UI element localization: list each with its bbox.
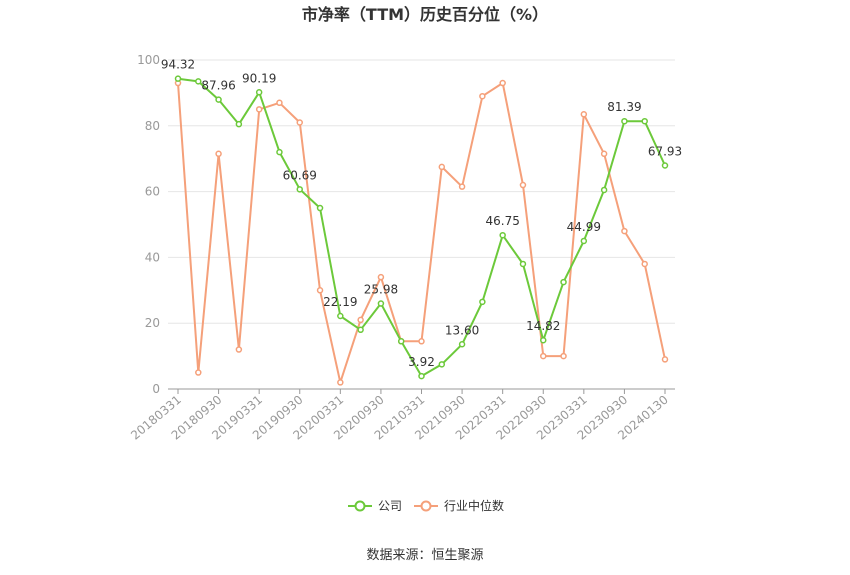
data-point[interactable] <box>255 89 263 96</box>
legend-marker <box>354 500 366 512</box>
data-point[interactable] <box>580 111 588 118</box>
data-point[interactable] <box>276 99 283 107</box>
legend-item-1[interactable]: 行业中位数 <box>414 498 504 513</box>
data-point[interactable] <box>580 237 588 245</box>
y-tick-label: 20 <box>145 316 160 330</box>
data-label: 3.92 <box>408 355 435 369</box>
series-layer <box>174 75 669 386</box>
data-point[interactable] <box>499 231 506 239</box>
data-labels: 94.32 87.96 90.19 60.69 22.19 25.98 3.92 13.60 4… <box>161 58 682 369</box>
y-tick-label: 40 <box>145 250 160 264</box>
data-point[interactable] <box>215 96 222 103</box>
data-point[interactable] <box>174 75 182 82</box>
legend-marker <box>420 500 432 512</box>
data-point[interactable] <box>337 379 344 386</box>
data-source: 数据来源：恒生聚源 <box>366 548 483 563</box>
legend-label: 公司 <box>378 499 402 513</box>
data-label: 13.60 <box>445 323 479 337</box>
data-point[interactable] <box>560 352 567 360</box>
data-point[interactable] <box>519 181 527 189</box>
data-point[interactable] <box>438 163 446 171</box>
data-point[interactable] <box>479 92 486 100</box>
data-point[interactable] <box>499 79 506 87</box>
y-tick-label: 60 <box>145 185 160 199</box>
data-point[interactable] <box>479 298 486 306</box>
data-point[interactable] <box>661 356 669 363</box>
chart-title: 市净率（TTM）历史百分位（%） <box>302 5 548 24</box>
data-point[interactable] <box>519 260 527 268</box>
data-label: 44.99 <box>567 220 601 234</box>
data-point[interactable] <box>276 148 283 156</box>
data-point[interactable] <box>316 287 324 294</box>
y-tick-label: 0 <box>152 382 160 396</box>
data-point[interactable] <box>621 227 628 235</box>
data-point[interactable] <box>357 326 364 334</box>
legend[interactable]: 公司 行业中位数 <box>348 498 504 513</box>
data-point[interactable] <box>337 312 344 320</box>
data-point[interactable] <box>540 352 547 360</box>
data-point[interactable] <box>560 278 567 286</box>
data-point[interactable] <box>438 361 446 368</box>
legend-label: 行业中位数 <box>444 498 504 513</box>
data-label: 81.39 <box>607 100 641 114</box>
data-point[interactable] <box>296 119 303 126</box>
data-point[interactable] <box>215 150 222 158</box>
legend-item-0[interactable]: 公司 <box>348 499 402 513</box>
data-point[interactable] <box>418 338 425 345</box>
data-point[interactable] <box>377 273 385 281</box>
data-label: 67.93 <box>648 145 682 159</box>
data-point[interactable] <box>641 117 648 125</box>
data-point[interactable] <box>316 204 324 212</box>
y-tick-label: 100 <box>137 53 160 67</box>
data-point[interactable] <box>600 186 608 194</box>
data-point[interactable] <box>458 183 466 190</box>
y-tick-label: 80 <box>145 119 160 133</box>
data-point[interactable] <box>540 336 547 344</box>
data-label: 22.19 <box>323 295 357 309</box>
data-point[interactable] <box>377 300 385 307</box>
data-label: 46.75 <box>485 214 519 228</box>
data-point[interactable] <box>641 260 648 268</box>
data-point[interactable] <box>418 372 425 380</box>
data-point[interactable] <box>621 117 628 125</box>
data-point[interactable] <box>397 338 405 345</box>
data-point[interactable] <box>600 150 608 158</box>
data-point[interactable] <box>235 120 243 128</box>
data-point[interactable] <box>255 106 263 113</box>
data-label: 94.32 <box>161 58 195 72</box>
data-point[interactable] <box>458 341 466 348</box>
data-label: 87.96 <box>201 79 235 93</box>
data-point[interactable] <box>195 369 202 376</box>
data-label: 90.19 <box>242 71 276 85</box>
data-label: 60.69 <box>283 168 317 182</box>
data-point[interactable] <box>357 316 364 324</box>
data-point[interactable] <box>195 78 202 85</box>
series-0 <box>174 75 669 380</box>
data-label: 14.82 <box>526 319 560 333</box>
data-point[interactable] <box>235 346 243 353</box>
data-point[interactable] <box>661 162 669 169</box>
data-label: 25.98 <box>364 283 398 297</box>
data-point[interactable] <box>296 186 303 193</box>
